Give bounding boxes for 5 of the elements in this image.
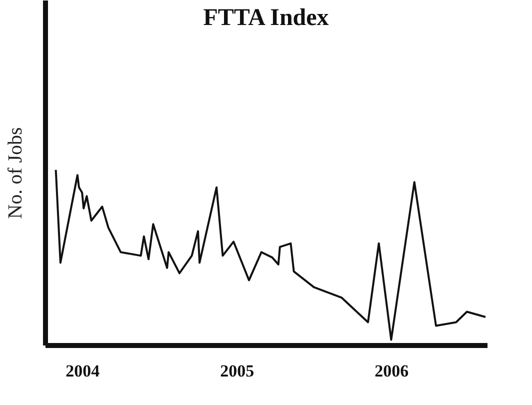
chart-title: FTTA Index [203, 5, 329, 31]
x-tick-label: 2004 [66, 362, 100, 380]
x-tick-label: 2005 [220, 362, 254, 380]
y-axis-title: No. of Jobs [4, 126, 26, 219]
x-tick-label: 2006 [374, 362, 409, 380]
